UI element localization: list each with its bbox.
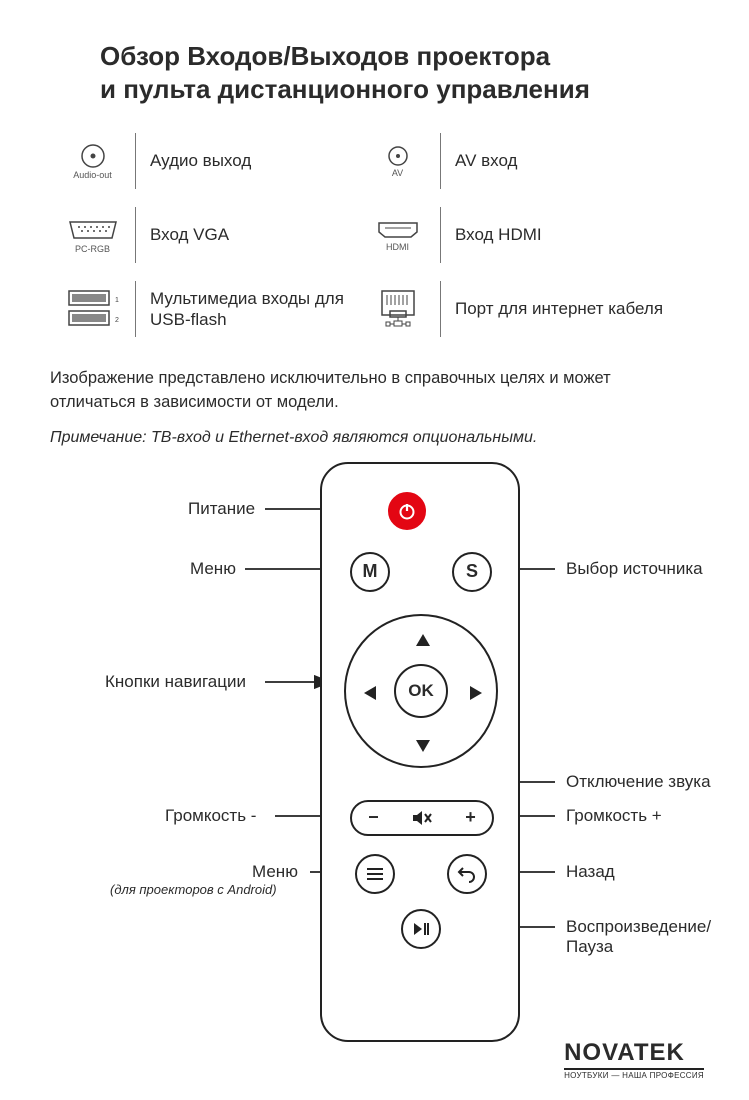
lan-desc: Порт для интернет кабеля <box>440 281 699 337</box>
play-pause-button <box>401 909 441 949</box>
svg-text:1: 1 <box>115 297 119 304</box>
remote-body: M S OK − + <box>320 462 520 1042</box>
audio-out-icon: Audio-out <box>50 133 135 189</box>
source-callout: Выбор источника <box>566 559 703 579</box>
back-button <box>447 854 487 894</box>
page-title: Обзор Входов/Выходов проектора и пульта … <box>50 40 699 105</box>
vga-label: PC-RGB <box>75 244 110 254</box>
title-line1: Обзор Входов/Выходов проектора <box>100 41 550 71</box>
audio-out-label: Audio-out <box>73 170 112 180</box>
hdmi-label: HDMI <box>386 242 409 252</box>
menu2-sub-callout: (для проекторов с Android) <box>110 882 277 897</box>
play-callout: Воспроизведение/ <box>566 917 711 937</box>
play-pause-icon <box>413 922 429 936</box>
mute-callout: Отключение звука <box>566 772 711 792</box>
usb-icon: 1 2 <box>50 281 135 337</box>
vol-plus-label: + <box>465 807 476 828</box>
usb-desc: Мультимедиа входы для USB-flash <box>135 281 355 337</box>
av-icon: AV <box>355 133 440 189</box>
power-button <box>388 492 426 530</box>
brand-name: NOVATEK <box>564 1039 704 1070</box>
vol-plus-callout: Громкость + <box>566 806 662 826</box>
av-label: AV <box>392 168 403 178</box>
hdmi-icon: HDMI <box>355 207 440 263</box>
hamburger-icon <box>366 867 384 881</box>
source-button: S <box>452 552 492 592</box>
play-callout2: Пауза <box>566 937 613 957</box>
svg-text:2: 2 <box>115 317 119 324</box>
s-label: S <box>466 561 478 582</box>
m-label: M <box>363 561 378 582</box>
menu-button: M <box>350 552 390 592</box>
audio-out-desc: Аудио выход <box>135 133 355 189</box>
power-icon <box>397 501 417 521</box>
lan-icon <box>355 281 440 337</box>
title-line2: и пульта дистанционного управления <box>100 74 590 104</box>
back-callout: Назад <box>566 862 615 882</box>
footer-brand-block: NOVATEK НОУТБУКИ — НАША ПРОФЕССИЯ <box>564 1039 704 1080</box>
brand-tagline: НОУТБУКИ — НАША ПРОФЕССИЯ <box>564 1071 704 1080</box>
hdmi-desc: Вход HDMI <box>440 207 699 263</box>
vol-minus-label: − <box>368 807 379 828</box>
back-icon <box>457 865 477 883</box>
menu2-button <box>355 854 395 894</box>
info-text: Изображение представлено исключительно в… <box>50 367 699 415</box>
remote-diagram: M S OK − + Питание <box>50 462 699 1062</box>
nav-arrows-icon <box>346 616 500 770</box>
note-text: Примечание: ТВ-вход и Ethernet-вход явля… <box>50 429 699 447</box>
vga-desc: Вход VGA <box>135 207 355 263</box>
mute-icon <box>411 809 433 827</box>
vol-minus-callout: Громкость - <box>165 806 256 826</box>
menu2-callout: Меню <box>252 862 298 882</box>
io-table: Audio-out Аудио выход AV AV вход PC-RGB … <box>50 133 699 337</box>
power-callout: Питание <box>188 499 255 519</box>
vga-icon: PC-RGB <box>50 207 135 263</box>
av-desc: AV вход <box>440 133 699 189</box>
nav-wheel: OK <box>344 614 498 768</box>
volume-bar: − + <box>350 800 494 836</box>
menu-callout: Меню <box>190 559 236 579</box>
nav-callout: Кнопки навигации <box>105 672 246 692</box>
